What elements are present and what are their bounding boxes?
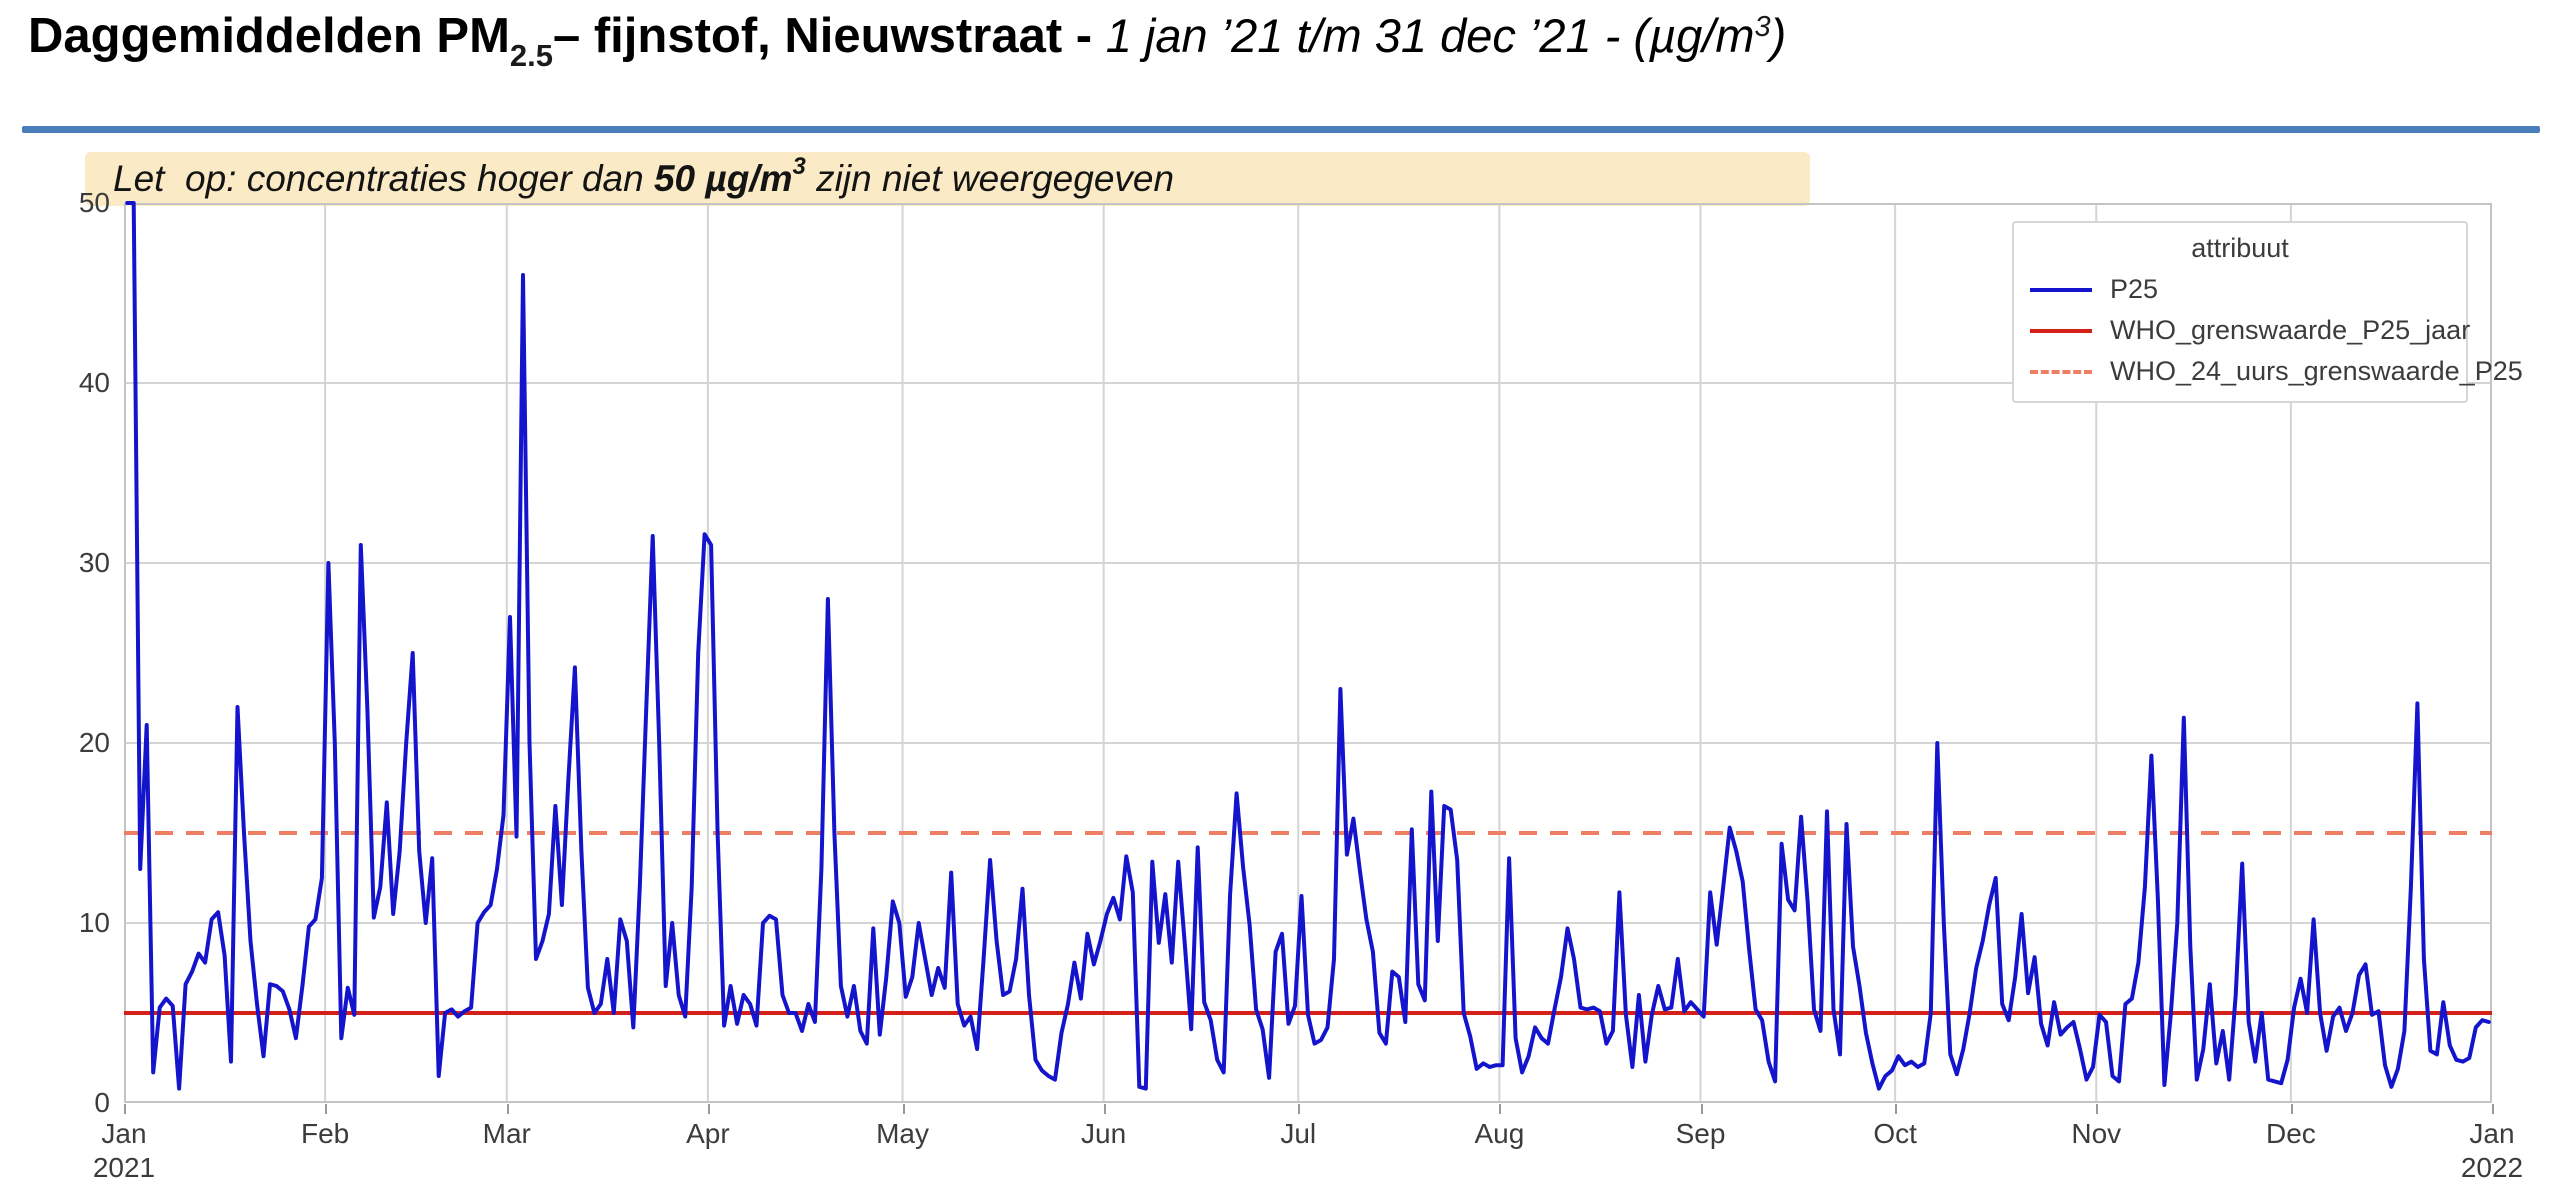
x-tick-label-Jan-0: Jan 2021 — [92, 1118, 156, 1183]
chart-legend: attribuut P25 WHO_grenswaarde_P25_jaar WHO… — [2012, 221, 2523, 403]
legend-line-sample-P25 — [2030, 287, 2092, 292]
x-tick-label-Jan-12: Jan 2022 — [2460, 1118, 2524, 1183]
legend-label-WHO_24_uurs_grenswaarde_P25: WHO_24_uurs_grenswaarde_P25 — [2110, 356, 2523, 386]
x-tick-label-Mar-2: Mar — [482, 1118, 531, 1149]
x-tick-label-Nov-10: Nov — [2071, 1118, 2122, 1149]
x-tick-mark-8 — [1700, 1104, 1703, 1114]
warning-text-bold: 50 µg/m — [653, 158, 793, 199]
title-superscript: 3 — [1754, 11, 1771, 43]
chart-plot-area — [124, 201, 2492, 1103]
x-tick-mark-12 — [2492, 1104, 2494, 1114]
page-title: Daggemiddelden PM2.5– fijnstof, Nieuwstr… — [28, 8, 1787, 73]
x-tick-label-Oct-9: Oct — [1873, 1118, 1917, 1149]
warning-banner: Let op: concentraties hoger dan 50 µg/m 3… — [85, 152, 1810, 206]
x-tick-mark-7 — [1499, 1104, 1502, 1114]
x-tick-mark-0 — [124, 1104, 126, 1114]
title-separator-rule — [22, 126, 2540, 133]
y-tick-label-0: 0 — [94, 1087, 110, 1118]
x-tick-label-Sep-8: Sep — [1675, 1118, 1726, 1149]
x-tick-mark-6 — [1298, 1104, 1301, 1114]
warning-text-post: zijn niet weergegeven — [805, 158, 1175, 199]
x-tick-mark-1 — [325, 1104, 328, 1114]
x-tick-label-May-4: May — [876, 1118, 929, 1149]
legend-line-sample-WHO_grenswaarde_P25_jaar — [2030, 328, 2092, 333]
legend-item-P25: P25 — [2030, 274, 2450, 305]
title-daterange: 1 jan ’21 t/m 31 dec ’21 - (µg/m — [1105, 9, 1755, 62]
y-tick-label-10: 10 — [78, 907, 110, 938]
y-tick-label-30: 30 — [78, 547, 110, 578]
warning-text-bold-sup: 3 — [792, 153, 806, 180]
y-tick-label-40: 40 — [78, 367, 110, 398]
legend-line-sample-WHO_24_uurs_grenswaarde_P25 — [2030, 369, 2092, 374]
legend-item-WHO_grenswaarde_P25_jaar: WHO_grenswaarde_P25_jaar — [2030, 315, 2470, 346]
plot-border — [124, 203, 2492, 1103]
x-tick-mark-5 — [1103, 1104, 1106, 1114]
warning-text-pre: Let op: concentraties hoger dan — [113, 158, 654, 199]
x-tick-mark-11 — [2290, 1104, 2293, 1114]
legend-item-WHO_24_uurs_grenswaarde_P25: WHO_24_uurs_grenswaarde_P25 — [2030, 356, 2523, 387]
x-tick-mark-10 — [2096, 1104, 2099, 1114]
x-tick-mark-9 — [1895, 1104, 1898, 1114]
legend-label-P25: P25 — [2110, 274, 2159, 304]
line-chart — [124, 201, 2492, 1103]
x-tick-label-Dec-11: Dec — [2265, 1118, 2316, 1149]
y-tick-label-20: 20 — [78, 727, 110, 758]
title-subscript: 2.5 — [509, 38, 553, 73]
x-tick-label-Apr-3: Apr — [686, 1118, 730, 1149]
title-middle: – fijnstof, Nieuwstraat - — [553, 9, 1106, 63]
x-tick-mark-4 — [902, 1104, 905, 1114]
x-tick-mark-2 — [506, 1104, 509, 1114]
legend-label-WHO_grenswaarde_P25_jaar: WHO_grenswaarde_P25_jaar — [2110, 315, 2471, 345]
x-tick-label-Feb-1: Feb — [300, 1118, 350, 1149]
x-tick-mark-3 — [707, 1104, 710, 1114]
x-tick-label-Jul-6: Jul — [1280, 1118, 1317, 1149]
title-text: Daggemiddelden PM — [28, 9, 510, 63]
x-tick-label-Aug-7: Aug — [1474, 1118, 1525, 1149]
x-tick-label-Jun-5: Jun — [1081, 1118, 1127, 1149]
legend-title: attribuut — [2191, 233, 2289, 263]
series-P25 — [125, 201, 2491, 1091]
title-close-paren: ) — [1770, 9, 1787, 62]
y-tick-label-50: 50 — [78, 187, 110, 218]
